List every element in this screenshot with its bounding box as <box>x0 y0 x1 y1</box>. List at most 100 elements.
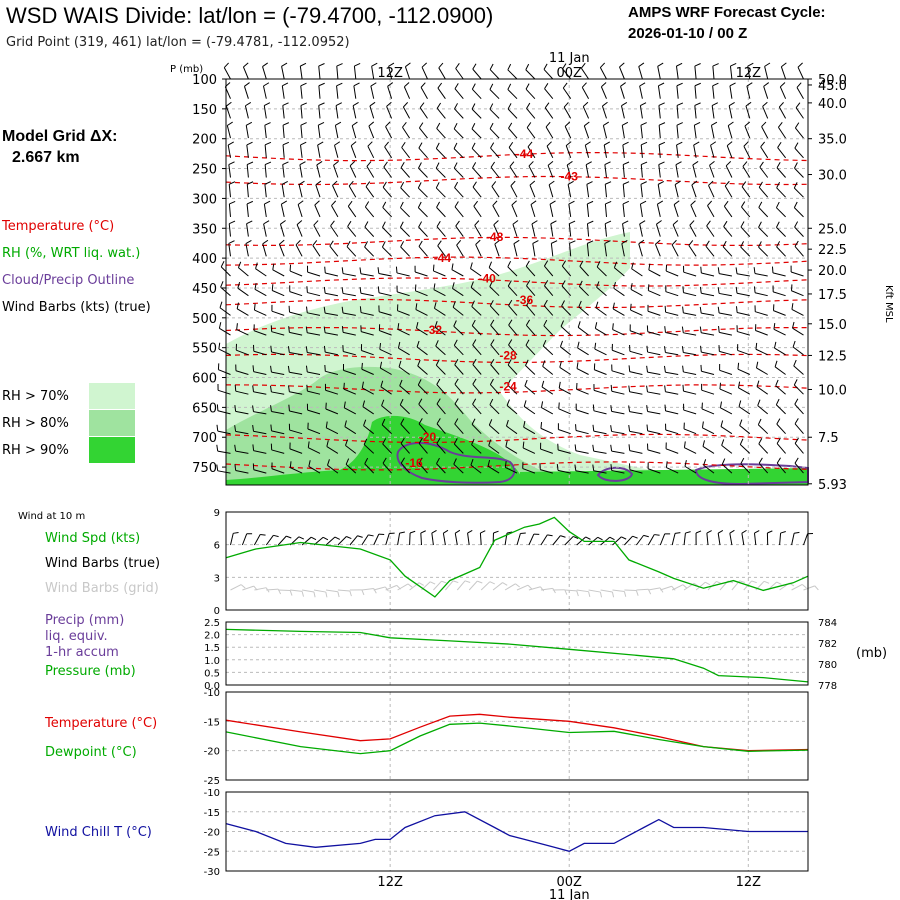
wind-barb-staff <box>282 125 285 139</box>
wind-barb <box>353 82 360 99</box>
wind-barb <box>664 404 679 415</box>
wind-barb-flag <box>401 141 406 148</box>
wind-barb <box>245 121 253 139</box>
wind-barb-flag <box>270 443 273 450</box>
wind-barb-flag <box>235 343 237 351</box>
wind-barb-flag <box>776 457 781 464</box>
wind-barb-flag <box>576 590 579 597</box>
wind-barb-true <box>779 530 786 546</box>
wind-barb <box>758 201 769 218</box>
kft-axis-label: Kft MSL <box>883 285 894 323</box>
wind-barb-flag <box>790 284 793 291</box>
wind-barb-flag <box>692 161 699 166</box>
wind-barb <box>252 424 267 435</box>
wind-barb-staff <box>612 589 625 592</box>
wind-barb-flag <box>701 421 704 428</box>
wind-barb-flag <box>676 102 684 106</box>
wind-barb-flag <box>308 460 311 467</box>
wind-barb-flag <box>335 102 342 106</box>
wind-barb <box>664 346 679 356</box>
wind-barb-flag <box>453 142 458 149</box>
wind-barb-true <box>442 529 449 546</box>
wind-barb-flag <box>758 241 762 248</box>
wind-barb-flag <box>305 365 308 373</box>
wind-barb-flag <box>740 457 745 464</box>
wind-barb-staff <box>437 245 446 257</box>
wind-barb-staff <box>364 206 375 218</box>
pressure-unit-label: (mb) <box>856 646 887 661</box>
wind-barb-staff <box>334 145 339 158</box>
wind-barb <box>578 280 589 297</box>
wind-barb-flag <box>453 580 459 584</box>
wind-barb-staff <box>578 306 589 316</box>
wind-barb <box>416 340 428 356</box>
wind-barb-flag <box>453 162 458 169</box>
wind-barb-flag <box>646 345 649 353</box>
wind-barb-flag <box>400 161 405 168</box>
wind-barb-flag <box>741 181 747 188</box>
wind-barb-flag <box>312 240 318 246</box>
wind-barb-flag <box>630 303 632 311</box>
wind-barb-true <box>516 532 526 546</box>
wind-barb-staff <box>684 447 697 454</box>
wind-barb-staff <box>603 144 607 158</box>
wind-barb-flag <box>456 240 462 246</box>
wind-barb <box>755 361 768 375</box>
wind-barb-flag <box>515 583 520 588</box>
wind-barb <box>794 437 804 454</box>
wind-barb-flag <box>588 591 591 598</box>
wind-barb-staff <box>382 443 392 454</box>
wind-barb-staff <box>235 450 249 454</box>
wind-barb-flag <box>641 141 648 146</box>
wind-barb-staff <box>507 364 518 375</box>
wind-barb-flag <box>743 141 749 147</box>
wind-barb-true <box>325 536 341 546</box>
wind-barb-flag <box>489 581 495 585</box>
wind-barb-flag <box>494 239 501 245</box>
wind-barb-flag <box>508 339 513 346</box>
wind-barb <box>663 365 679 375</box>
wind-barb-flag <box>712 63 719 67</box>
wind-barb-true <box>766 530 773 546</box>
wind-barb-staff <box>490 147 500 159</box>
wind-barb-staff <box>381 405 392 415</box>
wind-barb-flag <box>454 398 459 405</box>
chart-title: WSD WAIS Divide: lat/lon = (-79.4700, -1… <box>6 3 493 28</box>
wind-barb-staff <box>719 312 732 316</box>
wind-barb-staff <box>421 66 428 80</box>
wind-barb-staff <box>282 164 285 178</box>
wind-barb-staff <box>794 246 804 257</box>
wind-barb <box>577 341 589 356</box>
wind-barb <box>506 399 518 415</box>
wind-barb-flag <box>794 418 799 425</box>
wind-barb-staff <box>272 290 285 297</box>
wind-barb-staff <box>577 326 589 336</box>
wind-barb-flag <box>613 282 617 289</box>
wind-barb <box>525 359 536 375</box>
wind-barb-staff <box>455 68 464 80</box>
wind-barb-staff <box>647 468 661 474</box>
wind-barb-flag <box>576 382 578 390</box>
wind-barb-flag <box>558 402 560 409</box>
wind-barb-staff <box>647 534 655 546</box>
wind-barb-staff <box>613 287 625 297</box>
wind-barb-flag <box>795 102 801 108</box>
wind-barb-flag <box>343 401 346 408</box>
wind-barb-grid <box>612 589 627 597</box>
wind-barb-flag <box>579 260 584 267</box>
wind-barb-staff <box>420 87 428 99</box>
wind-barb <box>583 121 590 139</box>
wind-barb-flag <box>323 306 326 314</box>
pressure-right-tick-label: 782 <box>818 639 837 650</box>
wind-barb-flag <box>371 62 378 67</box>
wind-barb-flag <box>421 62 428 68</box>
wind-barb <box>488 439 500 454</box>
wind-barb <box>638 62 645 80</box>
wind-barb-flag <box>792 321 795 329</box>
wind-barb-staff <box>596 266 607 277</box>
wind-barb <box>505 419 518 435</box>
wind-barb-flag <box>569 220 576 225</box>
legend-rh80-label: RH > 80% <box>2 416 69 431</box>
wind-barb <box>227 141 234 158</box>
wind-barb-grid <box>337 589 352 597</box>
